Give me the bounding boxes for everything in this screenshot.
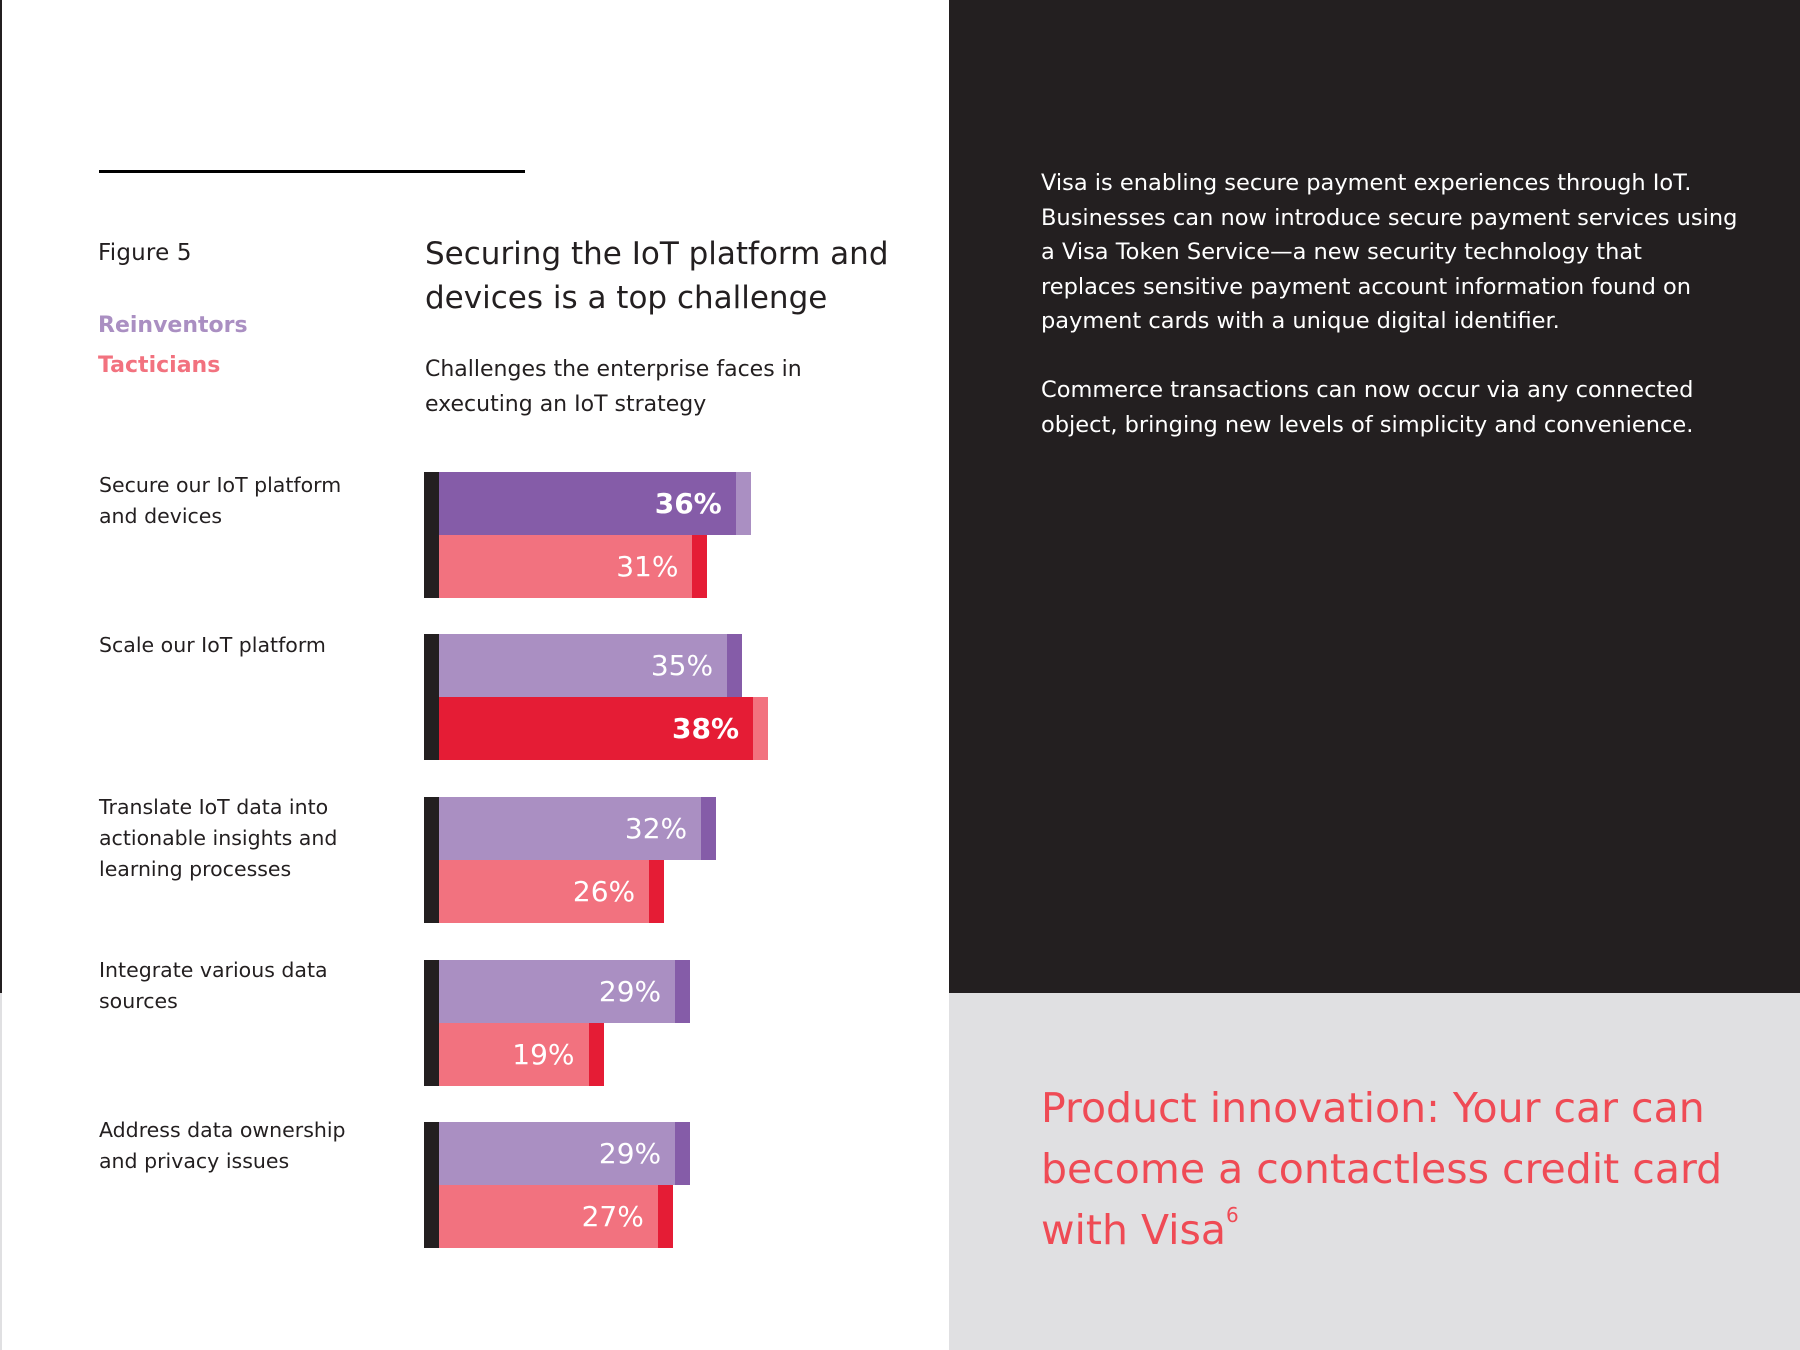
header-rule bbox=[99, 170, 525, 173]
bar-tacticians-3: 19% bbox=[439, 1023, 604, 1086]
info-paragraph-1: Visa is enabling secure payment experien… bbox=[1041, 170, 1738, 334]
page-edge-line bbox=[0, 0, 2, 993]
legend-tacticians: Tacticians bbox=[98, 353, 221, 378]
bar-reinventors-0: 36% bbox=[439, 472, 751, 535]
page-edge-line-light bbox=[0, 993, 2, 1350]
callout-text: Product innovation: Your car can become … bbox=[1041, 1084, 1723, 1254]
bar-axis-marker bbox=[424, 472, 439, 598]
bar-end-cap bbox=[588, 1023, 604, 1086]
bar-axis-marker bbox=[424, 634, 439, 760]
bar-axis-marker bbox=[424, 1122, 439, 1248]
bar-tacticians-4: 27% bbox=[439, 1185, 673, 1248]
value-label: 35% bbox=[650, 649, 714, 682]
callout-heading: Product innovation: Your car can become … bbox=[1041, 1078, 1741, 1261]
bar-end-cap bbox=[657, 1185, 673, 1248]
bar-fill bbox=[439, 634, 728, 697]
bar-reinventors-1: 35% bbox=[439, 634, 743, 697]
category-label: Scale our IoT platform bbox=[99, 633, 326, 657]
bar-end-cap bbox=[727, 634, 743, 697]
category-label: Secure our IoT platform and devices bbox=[99, 473, 342, 528]
bar-fill bbox=[439, 697, 754, 760]
bar-fill bbox=[439, 797, 702, 860]
value-label: 19% bbox=[512, 1038, 575, 1071]
bar-fill bbox=[439, 1185, 658, 1248]
bar-end-cap bbox=[649, 860, 665, 923]
info-panel: Visa is enabling secure payment experien… bbox=[949, 0, 1800, 993]
category-label: Integrate various data sources bbox=[99, 958, 328, 1013]
bar-end-cap bbox=[692, 535, 708, 598]
footnote-marker: 6 bbox=[1226, 1203, 1239, 1227]
legend: Reinventors Tacticians bbox=[98, 310, 248, 390]
bar-end-cap bbox=[675, 960, 691, 1023]
bar-tacticians-0: 31% bbox=[439, 535, 708, 598]
value-label: 32% bbox=[624, 812, 688, 845]
legend-reinventors: Reinventors bbox=[98, 313, 248, 338]
chart-title: Securing the IoT platform and devices is… bbox=[425, 236, 889, 316]
value-label: 26% bbox=[572, 875, 636, 908]
bar-fill bbox=[439, 1122, 676, 1185]
bar-end-cap bbox=[675, 1122, 691, 1185]
bar-reinventors-2: 32% bbox=[439, 797, 717, 860]
bar-fill bbox=[439, 472, 736, 535]
info-paragraph-2: Commerce transactions can now occur via … bbox=[1041, 377, 1694, 438]
value-label: 29% bbox=[598, 1137, 662, 1170]
bar-tacticians-1: 38% bbox=[439, 697, 769, 760]
bar-end-cap bbox=[701, 797, 717, 860]
bar-reinventors-4: 29% bbox=[439, 1122, 691, 1185]
category-label: Translate IoT data into actionable insig… bbox=[99, 795, 338, 881]
bar-fill bbox=[439, 535, 693, 598]
bar-reinventors-3: 29% bbox=[439, 960, 691, 1023]
bar-axis-marker bbox=[424, 797, 439, 923]
chart-subtitle: Challenges the enterprise faces in execu… bbox=[425, 357, 802, 417]
bar-axis-marker bbox=[424, 960, 439, 1086]
bar-fill bbox=[439, 860, 650, 923]
callout-panel: Product innovation: Your car can become … bbox=[949, 993, 1800, 1350]
value-label: 29% bbox=[598, 975, 662, 1008]
value-label: 36% bbox=[654, 487, 722, 520]
bar-tacticians-2: 26% bbox=[439, 860, 665, 923]
bar-fill bbox=[439, 1023, 589, 1086]
value-label: 38% bbox=[672, 712, 740, 745]
category-label: Address data ownership and privacy issue… bbox=[99, 1118, 346, 1173]
bar-end-cap bbox=[735, 472, 751, 535]
value-label: 31% bbox=[616, 550, 679, 583]
figure-label: Figure 5 bbox=[98, 240, 192, 266]
value-label: 27% bbox=[581, 1200, 644, 1233]
bar-end-cap bbox=[753, 697, 769, 760]
bar-fill bbox=[439, 960, 676, 1023]
